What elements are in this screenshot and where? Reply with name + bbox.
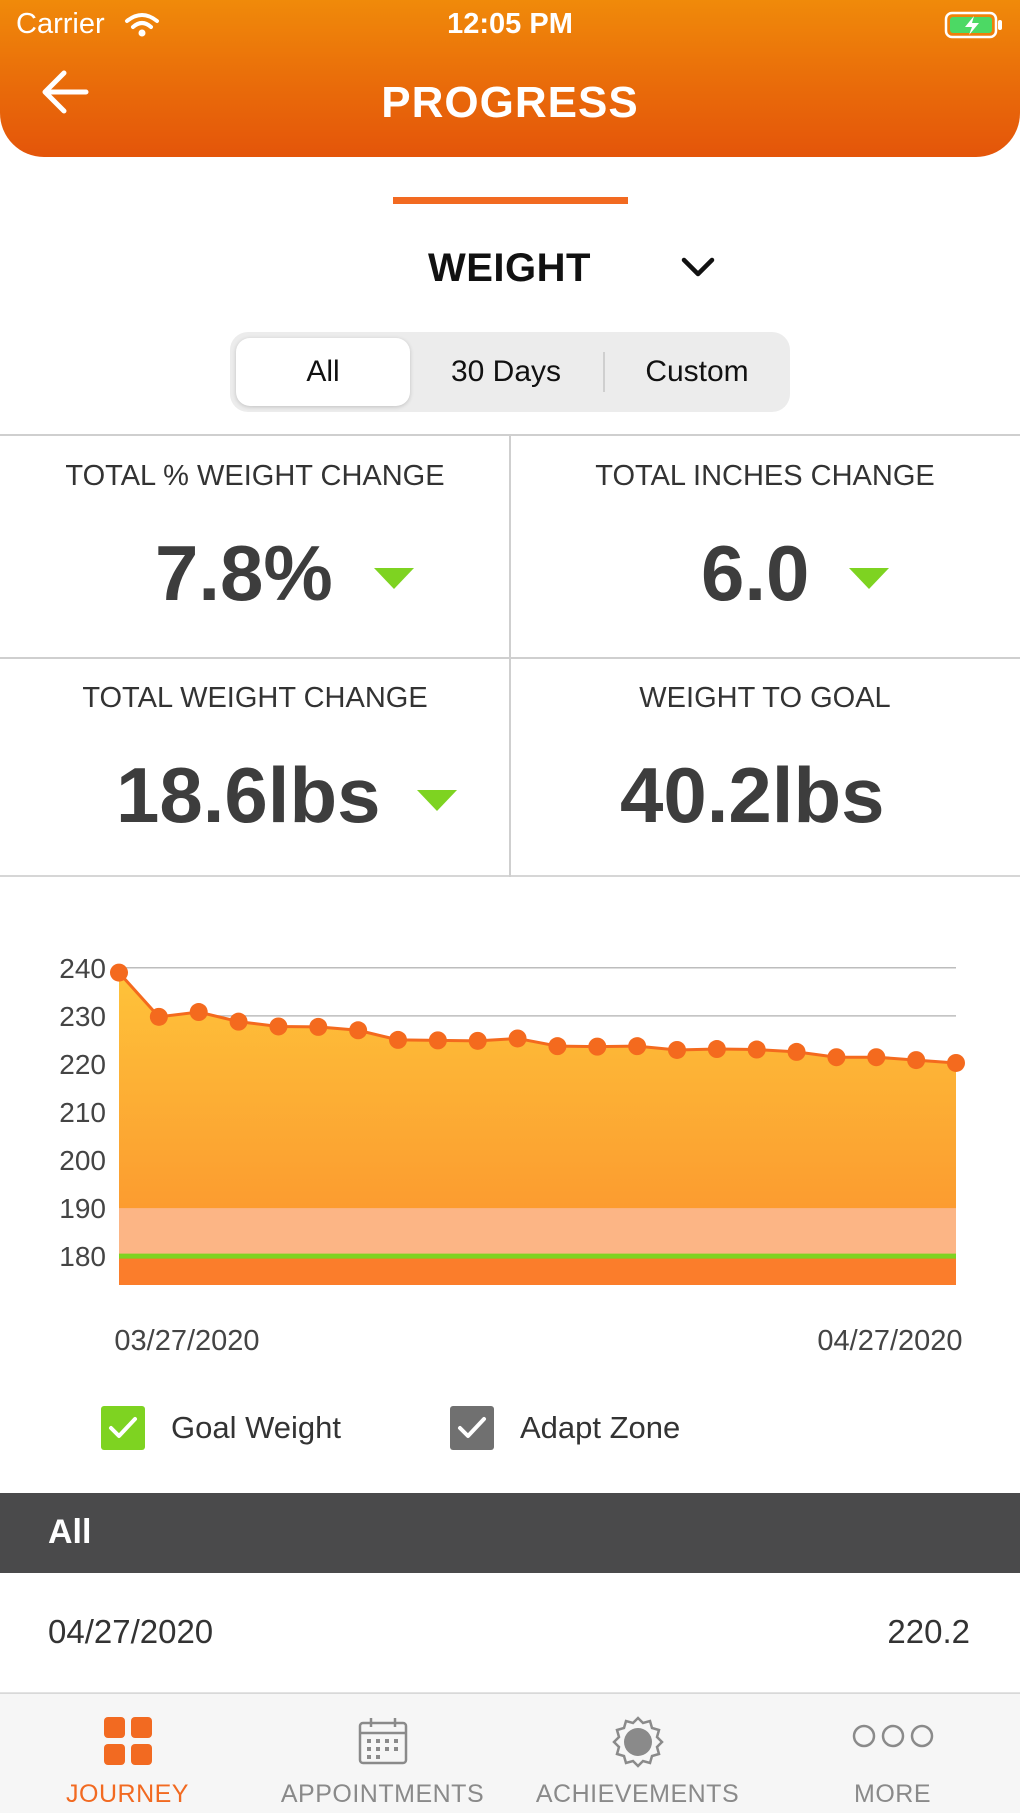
- legend-label-adapt-zone: Adapt Zone: [520, 1410, 681, 1445]
- stat-value-weight-to-goal: 40.2lbs: [620, 751, 885, 839]
- down-arrow-icon: [849, 568, 889, 589]
- tab-label-achievements: ACHIEVEMENTS: [535, 1780, 740, 1808]
- chevron-down-icon: [681, 257, 715, 277]
- data-point[interactable]: [468, 1031, 487, 1050]
- y-tick-label: 230: [59, 1001, 106, 1032]
- stat-label-total-inches-change: TOTAL INCHES CHANGE: [595, 460, 935, 492]
- adapt-zone-band: [119, 1208, 956, 1257]
- data-point[interactable]: [189, 1003, 208, 1022]
- tab-indicator: [393, 197, 628, 204]
- checkbox-adapt-zone[interactable]: [450, 1406, 494, 1450]
- stat-label-weight-to-goal: WEIGHT TO GOAL: [639, 682, 891, 714]
- x-axis-start-label: 03/27/2020: [114, 1325, 259, 1357]
- tab-label-appointments: APPOINTMENTS: [280, 1780, 485, 1808]
- x-axis-end-label: 04/27/2020: [817, 1325, 962, 1357]
- below-goal-band: [119, 1256, 956, 1285]
- tab-label-journey: JOURNEY: [66, 1780, 189, 1808]
- log-list-header: All: [0, 1493, 1020, 1573]
- down-arrow-icon: [374, 568, 414, 589]
- legend-label-goal-weight: Goal Weight: [171, 1410, 342, 1445]
- data-point[interactable]: [747, 1040, 766, 1059]
- header-bar: Carrier 12:05 PM PROGRESS: [0, 0, 1020, 157]
- data-point[interactable]: [349, 1021, 368, 1040]
- tab-label-more: MORE: [854, 1780, 931, 1808]
- data-point[interactable]: [907, 1051, 926, 1070]
- segment-custom[interactable]: Custom: [645, 355, 749, 388]
- data-point[interactable]: [707, 1040, 726, 1059]
- check-icon: [109, 1417, 137, 1438]
- list-item[interactable]: 04/27/2020 220.2: [0, 1573, 1020, 1693]
- metric-label: WEIGHT: [428, 246, 591, 290]
- stat-label-total-weight-change: TOTAL WEIGHT CHANGE: [82, 682, 428, 714]
- data-point[interactable]: [428, 1031, 447, 1050]
- y-tick-label: 220: [59, 1049, 106, 1080]
- more-icon: [852, 1724, 933, 1748]
- legend-adapt-zone-toggle[interactable]: Adapt Zone: [450, 1404, 680, 1452]
- data-point[interactable]: [229, 1012, 248, 1031]
- data-point[interactable]: [947, 1053, 965, 1072]
- status-time: 12:05 PM: [447, 8, 573, 40]
- list-item-date: 04/27/2020: [48, 1613, 214, 1650]
- data-point[interactable]: [508, 1029, 527, 1048]
- back-arrow-icon[interactable]: [38, 64, 94, 120]
- badge-icon: [611, 1716, 664, 1768]
- legend-goal-weight-toggle[interactable]: Goal Weight: [101, 1404, 341, 1452]
- y-tick-label: 210: [59, 1097, 106, 1128]
- data-point[interactable]: [548, 1037, 567, 1056]
- segment-divider: [603, 352, 605, 392]
- list-item-value: 220.2: [887, 1613, 970, 1650]
- stat-value-total-weight-change: 18.6lbs: [116, 751, 381, 839]
- stat-value-total-percent-weight-change: 7.8%: [155, 529, 333, 617]
- data-point[interactable]: [827, 1048, 846, 1067]
- bottom-tab-bar: JOURNEY APPOINTMENTS ACHIEVEMENTS MO: [0, 1693, 1020, 1813]
- stat-value-total-inches-change: 6.0: [701, 529, 810, 617]
- carrier-label: Carrier: [16, 8, 105, 40]
- segment-all[interactable]: All: [236, 338, 410, 406]
- check-icon: [458, 1417, 486, 1438]
- tab-more[interactable]: MORE: [765, 1694, 1020, 1813]
- data-point[interactable]: [668, 1040, 686, 1059]
- calendar-icon: [358, 1718, 407, 1765]
- segment-30-days[interactable]: 30 Days: [450, 355, 562, 388]
- page-title: PROGRESS: [381, 78, 639, 127]
- grid-icon: [103, 1717, 152, 1765]
- log-list-header-label: All: [48, 1513, 92, 1551]
- y-tick-label: 180: [59, 1241, 106, 1272]
- data-point[interactable]: [149, 1007, 168, 1026]
- date-range-segmented-control: All 30 Days Custom: [230, 332, 790, 412]
- data-point[interactable]: [787, 1042, 806, 1061]
- data-point[interactable]: [269, 1017, 288, 1036]
- y-tick-label: 190: [59, 1193, 106, 1224]
- data-point[interactable]: [389, 1030, 407, 1049]
- stats-divider-horizontal: [0, 657, 1020, 659]
- tab-appointments[interactable]: APPOINTMENTS: [255, 1694, 510, 1813]
- tab-journey[interactable]: JOURNEY: [0, 1694, 255, 1813]
- battery-charging-icon: [944, 11, 1002, 39]
- data-point[interactable]: [588, 1037, 607, 1056]
- metric-dropdown[interactable]: WEIGHT: [420, 240, 730, 296]
- data-point[interactable]: [867, 1048, 886, 1067]
- data-point[interactable]: [309, 1017, 328, 1036]
- wifi-icon: [125, 13, 159, 37]
- down-arrow-icon: [417, 790, 457, 811]
- data-point[interactable]: [110, 963, 128, 982]
- stats-divider-vertical: [509, 436, 511, 877]
- data-point[interactable]: [628, 1037, 647, 1056]
- stat-label-total-percent-weight-change: TOTAL % WEIGHT CHANGE: [65, 460, 445, 492]
- weight-chart: 240 230 220 210 200 190 180 03/27/2020 04/27/2…: [59, 953, 965, 1357]
- y-tick-label: 200: [59, 1145, 106, 1176]
- y-tick-label: 240: [59, 953, 106, 984]
- checkbox-goal-weight[interactable]: [101, 1406, 145, 1450]
- stats-grid: TOTAL % WEIGHT CHANGE 7.8% TOTAL INCHES …: [0, 434, 1020, 877]
- weight-line: [117, 971, 957, 1065]
- tab-achievements[interactable]: ACHIEVEMENTS: [510, 1694, 765, 1813]
